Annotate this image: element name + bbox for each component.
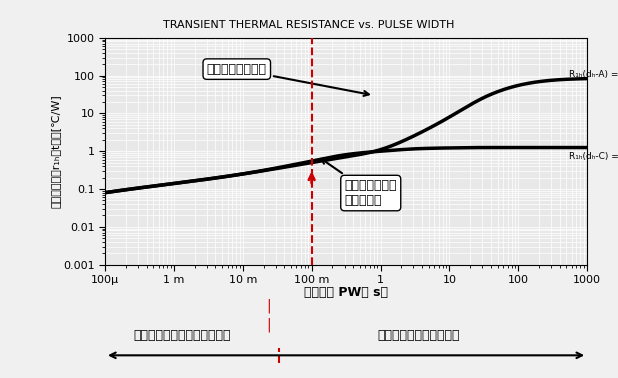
Text: |: |	[266, 299, 271, 313]
Text: TRANSIENT THERMAL RESISTANCE vs. PULSE WIDTH: TRANSIENT THERMAL RESISTANCE vs. PULSE W…	[163, 20, 455, 29]
Text: 無限大放熱板を
つけた場合: 無限大放熱板を つけた場合	[321, 159, 397, 207]
Text: パルス幅 PW［ s］: パルス幅 PW［ s］	[304, 287, 388, 299]
Text: パッケージ構造のみで決まる: パッケージ構造のみで決まる	[133, 329, 231, 342]
Y-axis label: 過渡熱抵抗　r₁ₕ（t）　[℃/W]: 過渡熱抵抗 r₁ₕ（t） [℃/W]	[50, 94, 60, 208]
Text: 周辺の放熱状態で決まる: 周辺の放熱状態で決まる	[377, 329, 460, 342]
Text: R₁ₕ(dₕ-C) = 1.25°C/W: R₁ₕ(dₕ-C) = 1.25°C/W	[569, 152, 618, 161]
Text: R₁ₕ(dₕ-A) = 83.3°C/W: R₁ₕ(dₕ-A) = 83.3°C/W	[569, 70, 618, 79]
Text: |: |	[266, 318, 271, 332]
Text: 放熱板なしの場合: 放熱板なしの場合	[207, 63, 369, 96]
